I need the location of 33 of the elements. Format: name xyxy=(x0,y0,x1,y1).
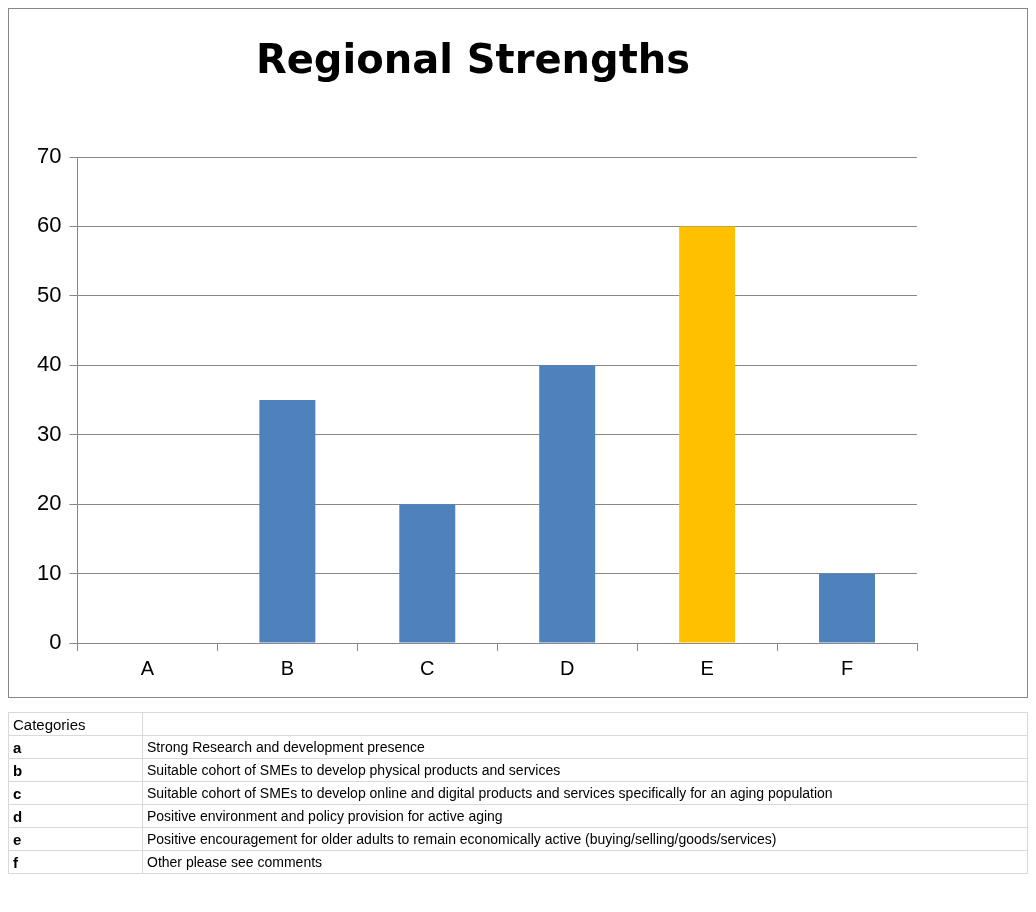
x-tick-label: C xyxy=(420,656,435,679)
y-tick-label: 10 xyxy=(36,559,62,585)
text: a xyxy=(8,735,143,759)
text: Suitable cohort of SMEs to develop physical products and services xyxy=(142,758,1028,782)
x-tick-label: E xyxy=(700,656,714,679)
y-tick-label: 60 xyxy=(36,212,62,238)
y-tick-label: 30 xyxy=(36,420,62,446)
y-tick-label: 20 xyxy=(36,490,62,516)
bar xyxy=(259,400,316,643)
x-tick-label: B xyxy=(280,656,295,679)
text: f xyxy=(8,850,143,874)
bar xyxy=(819,573,876,643)
bar xyxy=(679,226,736,643)
x-tick-label: A xyxy=(140,656,155,679)
text: Other please see comments xyxy=(142,850,1028,874)
text: Positive encouragement for older adults to remain economically active (buying/selling/goods/services) xyxy=(142,827,1028,851)
text: b xyxy=(8,758,143,782)
bar xyxy=(539,365,596,643)
text: Positive environment and policy provision for active aging xyxy=(142,804,1028,828)
chart-title: Regional Strengths xyxy=(255,36,691,83)
x-tick-label: D xyxy=(559,656,575,679)
text: Suitable cohort of SMEs to develop online and digital products and services specifically for an aging population xyxy=(142,781,1028,805)
y-tick-label: 0 xyxy=(49,629,62,655)
y-tick-label: 40 xyxy=(36,351,62,377)
text: c xyxy=(8,781,143,805)
bar xyxy=(399,504,456,643)
text: Strong Research and development presence xyxy=(142,735,1028,759)
y-tick-label: 70 xyxy=(36,143,62,169)
text: Categories xyxy=(8,712,143,736)
text: e xyxy=(8,827,143,851)
x-tick-label: F xyxy=(840,656,854,679)
text: d xyxy=(8,804,143,828)
y-tick-label: 50 xyxy=(36,281,62,307)
